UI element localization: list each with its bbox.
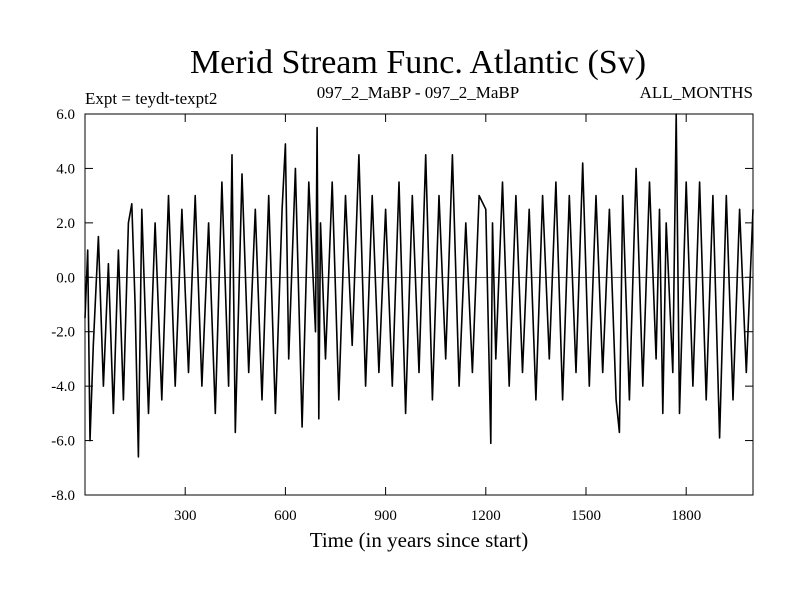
y-tick-label: 4.0 (56, 161, 75, 177)
y-tick-label: -6.0 (51, 434, 75, 450)
x-tick-label: 1500 (571, 508, 601, 524)
x-tick-label: 600 (274, 508, 297, 524)
plot-frame (84, 113, 754, 496)
period-label: 097_2_MaBP - 097_2_MaBP (317, 83, 519, 102)
y-tick-label: 0.0 (56, 270, 75, 286)
x-tick-label: 1800 (671, 508, 701, 524)
chart-title: Merid Stream Func. Atlantic (Sv) (190, 44, 646, 81)
y-tick-label: -2.0 (51, 325, 75, 341)
x-tick-label: 1200 (471, 508, 501, 524)
y-tick-label: 2.0 (56, 216, 75, 232)
x-axis-label: Time (in years since start) (310, 528, 529, 552)
series-line (84, 113, 754, 458)
x-tick-label: 300 (174, 508, 197, 524)
y-tick-label: -8.0 (51, 488, 75, 504)
series-layer (84, 113, 754, 458)
months-label: ALL_MONTHS (640, 83, 753, 102)
x-tick-label: 900 (374, 508, 397, 524)
y-tick-label: 6.0 (56, 107, 75, 123)
axis-layer: -8.0 -6.0 -4.0 -2.0 0.0 2.0 4.0 6.0 300 600 900 120… (51, 107, 753, 524)
y-tick-label: -4.0 (51, 379, 75, 395)
experiment-label: Expt = teydt-texpt2 (85, 89, 217, 108)
